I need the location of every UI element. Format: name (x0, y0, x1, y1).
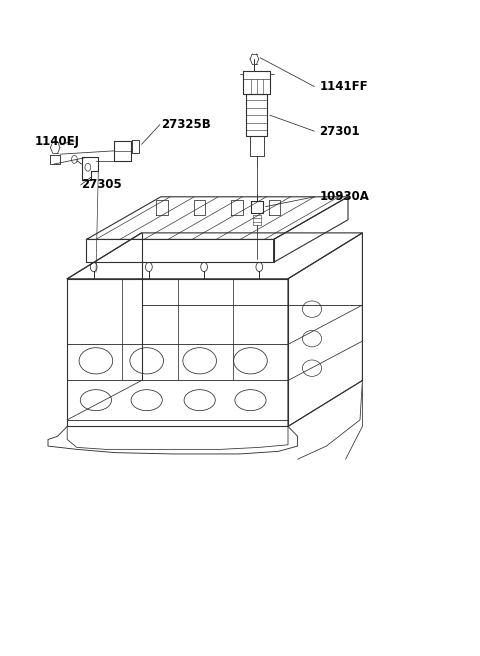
Text: 1141FF: 1141FF (319, 80, 368, 93)
Text: 27325B: 27325B (161, 118, 211, 131)
Text: 10930A: 10930A (319, 190, 369, 203)
Text: 27305: 27305 (82, 178, 122, 192)
Text: 27301: 27301 (319, 125, 360, 138)
Text: 1140EJ: 1140EJ (35, 134, 80, 148)
